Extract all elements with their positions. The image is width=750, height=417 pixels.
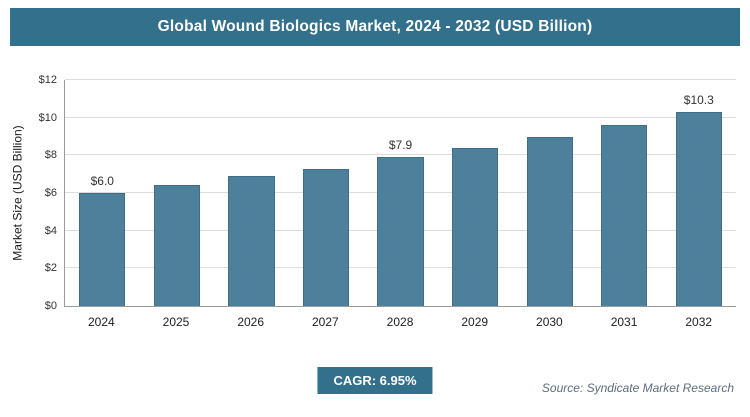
bar-2025	[153, 185, 200, 306]
bar-column: $6.0	[65, 80, 140, 306]
x-tick-label: 2029	[461, 315, 489, 329]
x-tick-label: 2026	[237, 315, 265, 329]
plot-area: $6.0 $7.9 $10.3	[64, 79, 736, 307]
bar-column	[512, 80, 587, 306]
bar-value-label: $10.3	[683, 93, 714, 108]
bar-value-label: $7.9	[388, 138, 413, 153]
bar-2026	[228, 176, 275, 306]
cagr-label: CAGR: 6.95%	[333, 373, 417, 388]
cagr-badge: CAGR: 6.95%	[317, 367, 433, 394]
bar-2027	[302, 168, 350, 306]
y-tick-label: $8	[44, 149, 57, 162]
y-tick-label: $12	[38, 74, 57, 86]
bar-column	[438, 80, 513, 306]
y-axis-label: Market Size (USD Billion)	[8, 80, 28, 306]
bar-2030	[526, 136, 573, 306]
x-tick-label: 2031	[610, 315, 638, 329]
bars-container: $6.0 $7.9 $10.3	[65, 80, 736, 306]
bar-column: $7.9	[363, 80, 438, 306]
bar-2024: $6.0	[79, 174, 126, 306]
y-axis-label-text: Market Size (USD Billion)	[11, 125, 25, 261]
x-tick-label: 2030	[536, 315, 563, 329]
y-tick-label: $6	[44, 187, 57, 199]
bar-column	[587, 80, 662, 306]
chart-title: Global Wound Biologics Market, 2024 - 20…	[157, 18, 593, 35]
bar-2029	[451, 147, 499, 306]
y-tick-label: $10	[38, 111, 57, 124]
x-axis-labels: 2024 2025 2026 2027 2028 2029 2030 2031 2032	[64, 307, 736, 329]
x-tick-label: 2024	[87, 315, 115, 329]
x-tick-label: 2027	[312, 315, 339, 329]
gridline	[65, 79, 736, 80]
y-axis-ticks: $0 $2 $4 $6 $8 $10 $12	[28, 74, 64, 312]
source-text: Source: Syndicate Market Research	[541, 381, 734, 395]
gridline	[65, 154, 736, 156]
bar-column: $10.3	[662, 80, 737, 306]
bar-2031	[601, 125, 648, 306]
bar-column	[214, 80, 289, 306]
bar-2032: $10.3	[675, 93, 722, 306]
x-tick-label: 2025	[162, 315, 190, 329]
bar-column	[140, 80, 215, 306]
x-tick-label: 2028	[386, 315, 414, 329]
chart-area: Market Size (USD Billion) $0 $2 $4 $6 $8 $10 $…	[8, 74, 736, 329]
chart-title-bar: Global Wound Biologics Market, 2024 - 20…	[10, 8, 740, 46]
y-tick-label: $2	[44, 262, 57, 275]
y-tick-label: $0	[44, 300, 57, 312]
bar-2028: $7.9	[377, 138, 424, 306]
bar-value-label: $6.0	[90, 174, 114, 188]
chart-footer: CAGR: 6.95% Source: Syndicate Market Res…	[0, 367, 750, 397]
gridline	[65, 116, 736, 118]
x-tick-label: 2032	[685, 315, 713, 329]
chart-main: $0 $2 $4 $6 $8 $10 $12 $6.0 $7.9 $10.3 2024 2025 2…	[28, 74, 736, 329]
y-tick-label: $4	[44, 224, 57, 237]
bar-column	[289, 80, 364, 306]
